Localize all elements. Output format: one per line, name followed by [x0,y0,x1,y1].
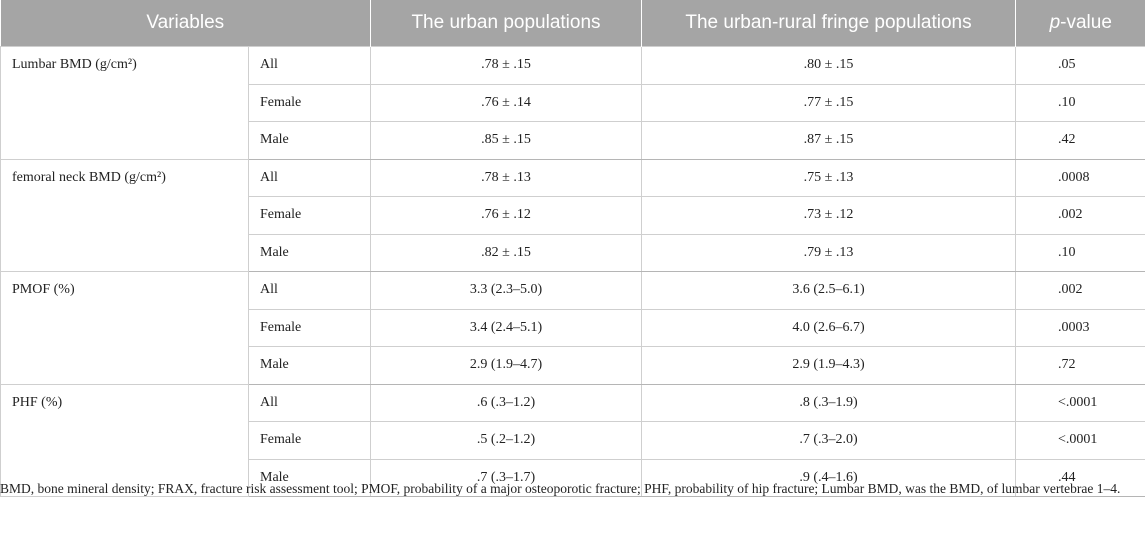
urban-cell: .85 ± .15 [370,121,642,160]
table-row: Female .76 ± .12 .73 ± .12 .002 [1,196,1145,235]
variable-cell: PHF (%) [0,383,249,497]
p-value-cell: .002 [1015,271,1145,310]
fringe-cell: .8 (.3–1.9) [641,383,1016,422]
header-p-italic: p [1049,12,1061,33]
p-value-cell: <.0001 [1015,383,1145,422]
header-variables: Variables [0,0,371,47]
fringe-cell: 4.0 (2.6–6.7) [641,308,1016,347]
sex-cell: Female [248,83,371,122]
p-value-cell: .10 [1015,83,1145,122]
p-value-cell: .72 [1015,346,1145,385]
urban-cell: .6 (.3–1.2) [370,383,642,422]
table-row: Female 3.4 (2.4–5.1) 4.0 (2.6–6.7) .0003 [1,308,1145,347]
table-header: Variables The urban populations The urba… [0,0,1145,47]
p-value-cell: <.0001 [1015,421,1145,460]
table-row: Female .5 (.2–1.2) .7 (.3–2.0) <.0001 [1,421,1145,460]
fringe-cell: .80 ± .15 [641,46,1016,85]
fringe-cell: .73 ± .12 [641,196,1016,235]
p-value-cell: .05 [1015,46,1145,85]
variable-cell: femoral neck BMD (g/cm²) [0,158,249,272]
fringe-cell: .7 (.3–2.0) [641,421,1016,460]
sex-cell: Female [248,308,371,347]
table-row: Male .7 (.3–1.7) .9 (.4–1.6) .44 [1,458,1145,497]
table-row: Male .85 ± .15 .87 ± .15 .42 [1,121,1145,160]
table-row: Male 2.9 (1.9–4.7) 2.9 (1.9–4.3) .72 [1,346,1145,385]
sex-cell: Male [248,233,371,272]
fringe-cell: 3.6 (2.5–6.1) [641,271,1016,310]
fringe-cell: .9 (.4–1.6) [641,458,1016,497]
sex-cell: Male [248,121,371,160]
sex-cell: Female [248,196,371,235]
sex-cell: Male [248,346,371,385]
table-body: Lumbar BMD (g/cm²) All .78 ± .15 .80 ± .… [0,46,1145,497]
table-row: Lumbar BMD (g/cm²) All .78 ± .15 .80 ± .… [0,46,1145,160]
urban-cell: 3.4 (2.4–5.1) [370,308,642,347]
urban-cell: 2.9 (1.9–4.7) [370,346,642,385]
header-p-value: p-value [1015,0,1145,47]
urban-cell: .76 ± .14 [370,83,642,122]
variable-cell: Lumbar BMD (g/cm²) [0,46,249,160]
urban-cell: .78 ± .15 [370,46,642,85]
results-table: Variables The urban populations The urba… [0,0,1145,497]
table-row: PHF (%) All .6 (.3–1.2) .8 (.3–1.9) <.00… [0,383,1145,497]
p-value-cell: .10 [1015,233,1145,272]
fringe-cell: .77 ± .15 [641,83,1016,122]
fringe-cell: 2.9 (1.9–4.3) [641,346,1016,385]
p-value-cell: .0003 [1015,308,1145,347]
header-fringe: The urban-rural fringe populations [641,0,1016,47]
urban-cell: .82 ± .15 [370,233,642,272]
fringe-cell: .79 ± .13 [641,233,1016,272]
fringe-cell: .75 ± .13 [641,158,1016,197]
urban-cell: 3.3 (2.3–5.0) [370,271,642,310]
header-p-rest: -value [1060,12,1112,33]
urban-cell: .78 ± .13 [370,158,642,197]
sex-cell: Male [248,458,371,497]
p-value-cell: .002 [1015,196,1145,235]
table-row: femoral neck BMD (g/cm²) All .78 ± .13 .… [0,158,1145,272]
p-value-cell: .0008 [1015,158,1145,197]
table-row: Male .82 ± .15 .79 ± .13 .10 [1,233,1145,272]
urban-cell: .5 (.2–1.2) [370,421,642,460]
table-footnote: BMD, bone mineral density; FRAX, fractur… [0,481,1121,496]
sex-cell: All [248,46,371,85]
sex-cell: All [248,271,371,310]
p-value-cell: .42 [1015,121,1145,160]
table-row: PMOF (%) All 3.3 (2.3–5.0) 3.6 (2.5–6.1)… [0,271,1145,385]
urban-cell: .76 ± .12 [370,196,642,235]
urban-cell: .7 (.3–1.7) [370,458,642,497]
sex-cell: Female [248,421,371,460]
sex-cell: All [248,158,371,197]
table-row: Female .76 ± .14 .77 ± .15 .10 [1,83,1145,122]
p-value-cell: .44 [1015,458,1145,497]
header-row: Variables The urban populations The urba… [0,0,1145,47]
sex-cell: All [248,383,371,422]
header-urban: The urban populations [370,0,642,47]
variable-cell: PMOF (%) [0,271,249,385]
fringe-cell: .87 ± .15 [641,121,1016,160]
